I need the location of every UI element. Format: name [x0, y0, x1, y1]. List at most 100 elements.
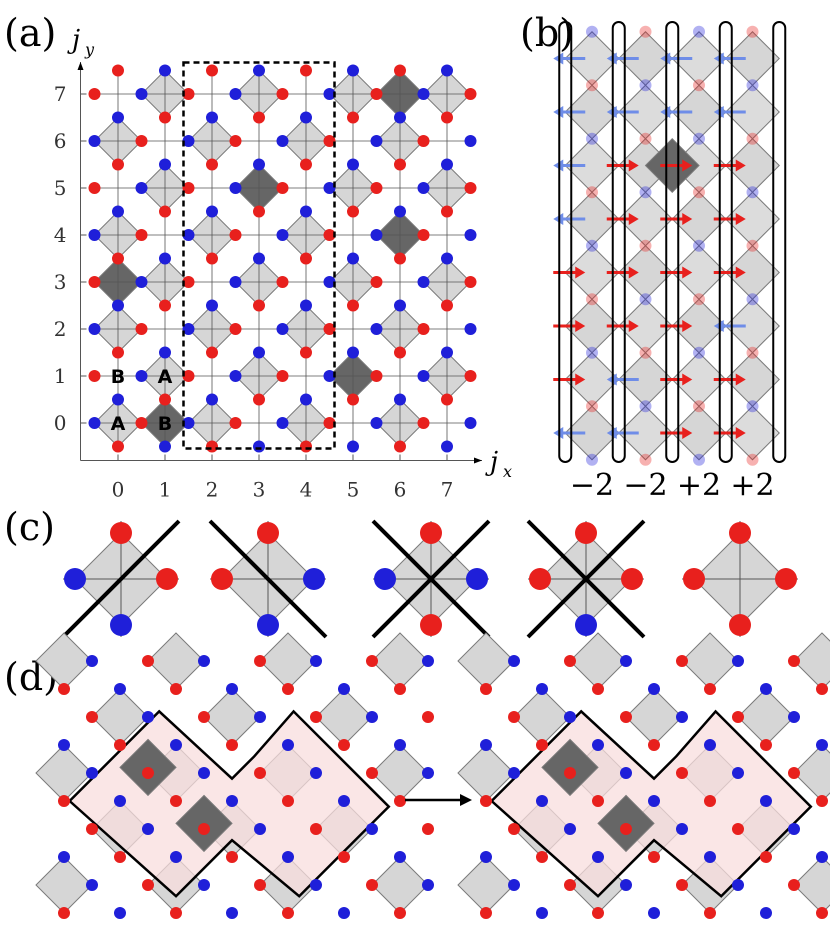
- spin-site: [253, 205, 265, 218]
- spin-site: [323, 135, 336, 147]
- plaquette: [618, 191, 673, 247]
- spin-site: [135, 229, 148, 241]
- spin-site: [529, 568, 551, 590]
- spin-site: [564, 711, 576, 723]
- spin-site: [417, 135, 430, 147]
- spin-site: [464, 417, 477, 429]
- spin-arrow-head: [628, 266, 639, 279]
- spin-site: [441, 205, 453, 218]
- spin-site: [159, 252, 171, 265]
- x-tick-label: 7: [441, 478, 454, 502]
- spin-site: [226, 851, 238, 863]
- spin-site: [114, 907, 126, 919]
- spin-site: [64, 568, 86, 590]
- spin-site: [746, 453, 759, 466]
- y-tick-label: 3: [54, 270, 67, 294]
- spin-site: [370, 276, 383, 288]
- spin-site: [394, 683, 406, 695]
- spin-site: [323, 88, 336, 100]
- spin-site: [639, 25, 652, 38]
- spin-site: [88, 88, 101, 100]
- spin-site: [88, 135, 101, 147]
- sublattice-label: A: [111, 413, 126, 435]
- spin-arrow-head: [735, 373, 746, 386]
- spin-site: [704, 739, 716, 751]
- spin-site: [112, 158, 124, 171]
- spin-site: [370, 370, 383, 382]
- spin-site: [732, 655, 744, 667]
- spin-site: [816, 739, 828, 751]
- spin-site: [693, 132, 705, 145]
- dashed-strip-box: [182, 61, 336, 450]
- spin-site: [58, 795, 70, 807]
- spin-site: [480, 851, 492, 863]
- spin-site: [417, 276, 430, 288]
- spin-site: [229, 88, 242, 100]
- spin-site: [254, 655, 266, 667]
- spin-site: [639, 400, 652, 413]
- spin-site: [182, 323, 195, 335]
- spin-arrow-head: [682, 427, 693, 439]
- spin-site: [303, 568, 325, 590]
- spin-site: [639, 186, 652, 199]
- y-tick-label: 4: [54, 223, 67, 247]
- spin-site: [182, 417, 195, 429]
- spin-site: [112, 393, 124, 406]
- spin-site: [112, 111, 124, 124]
- spin-site: [254, 711, 266, 723]
- spin-site: [420, 614, 442, 636]
- spin-site: [323, 417, 336, 429]
- spin-site: [639, 239, 652, 252]
- spin-site: [508, 823, 520, 835]
- spin-site: [788, 823, 800, 835]
- plaquette: [725, 298, 780, 354]
- column-charge-label: +2: [677, 468, 721, 503]
- spin-site: [300, 158, 312, 171]
- spin-site: [816, 683, 828, 695]
- spin-site: [621, 568, 643, 590]
- spin-arrow-head: [682, 159, 693, 172]
- spin-site: [135, 88, 148, 100]
- plaquette: [725, 405, 780, 461]
- spin-site: [182, 88, 195, 100]
- spin-site: [206, 440, 218, 453]
- plaquette: [681, 632, 739, 690]
- spin-site: [746, 346, 759, 359]
- spin-site: [564, 767, 576, 779]
- spin-site: [159, 205, 171, 218]
- spin-site: [112, 299, 124, 312]
- spin-site: [198, 767, 210, 779]
- spin-site: [135, 276, 148, 288]
- spin-site: [112, 346, 124, 359]
- spin-site: [564, 823, 576, 835]
- spin-site: [253, 299, 265, 312]
- spin-site: [441, 111, 453, 124]
- spin-site: [347, 205, 359, 218]
- plaquette: [618, 84, 673, 140]
- spin-site: [229, 417, 242, 429]
- spin-site: [198, 823, 210, 835]
- spin-site: [300, 393, 312, 406]
- spin-site: [300, 64, 312, 77]
- spin-site: [347, 346, 359, 359]
- spin-site: [338, 795, 350, 807]
- spin-site: [788, 711, 800, 723]
- spin-site: [417, 88, 430, 100]
- spin-site: [198, 655, 210, 667]
- spin-site: [366, 823, 378, 835]
- spin-site: [592, 683, 604, 695]
- spin-site: [586, 25, 598, 38]
- spin-site: [112, 440, 124, 453]
- plaquette: [671, 245, 727, 300]
- spin-site: [206, 346, 218, 359]
- spin-site: [464, 323, 477, 335]
- spin-site: [648, 851, 660, 863]
- column-charge-label: −2: [570, 468, 614, 503]
- plaquette: [564, 405, 620, 461]
- spin-arrow-head: [735, 159, 746, 172]
- spin-site: [508, 655, 520, 667]
- spin-site: [310, 767, 322, 779]
- spin-site: [693, 400, 705, 413]
- spin-site: [480, 739, 492, 751]
- spin-site: [370, 182, 383, 194]
